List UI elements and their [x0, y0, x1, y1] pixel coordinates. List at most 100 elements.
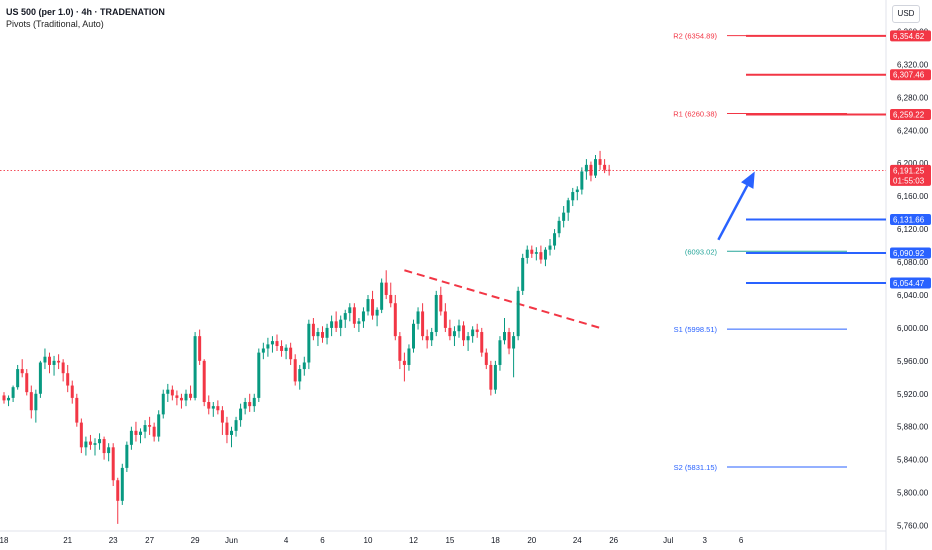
price-tag-bg [890, 108, 931, 120]
candle-body [266, 344, 270, 349]
candle-body [29, 392, 33, 411]
candle-body [175, 395, 179, 398]
price-tick-label: 6,320.00 [897, 60, 929, 69]
price-tag-bg [890, 164, 931, 186]
pivot-label: S1 (5998.51) [674, 325, 718, 334]
candle-body [216, 406, 220, 411]
candle-body [220, 410, 224, 423]
axis-separators [0, 0, 887, 550]
candle-body [57, 360, 61, 363]
candles-layer [2, 150, 611, 524]
price-tag-text: 6,354.62 [893, 32, 925, 41]
candle-body [516, 290, 520, 337]
price-tag-bg [890, 213, 931, 225]
candle-body [316, 332, 320, 337]
forecast-arrow-head [741, 171, 755, 189]
candle-body [475, 329, 479, 333]
forecast-arrow-shaft [717, 184, 749, 241]
candle-body [75, 397, 79, 423]
candle-body [143, 425, 147, 432]
time-tick-label: 18 [0, 536, 9, 545]
candle-body [393, 303, 397, 337]
candle-body [252, 397, 256, 407]
candle-body [452, 331, 456, 337]
candle-body [43, 356, 47, 363]
candle-body [557, 220, 561, 234]
candle-body [189, 393, 193, 398]
candle-body [493, 364, 497, 390]
price-tag: 6,354.62 [890, 30, 931, 42]
time-tick-label: 27 [145, 536, 154, 545]
price-tag-text: 6,307.46 [893, 71, 925, 80]
candle-body [225, 422, 229, 435]
candle-body [7, 397, 11, 401]
candle-body [575, 189, 579, 193]
currency-button[interactable]: USD [892, 5, 920, 23]
arrow-layer [717, 171, 755, 241]
candle-body [507, 332, 511, 349]
candle-body [339, 319, 343, 328]
candle-body [61, 362, 65, 374]
candle-body [125, 444, 129, 468]
candle-body [234, 420, 238, 431]
candle-body [93, 443, 97, 445]
candle-body [343, 313, 347, 320]
candle-body [16, 369, 20, 388]
candle-body [448, 327, 452, 337]
candle-body [525, 249, 529, 258]
time-axis[interactable]: 18 21 23 27 29 Jun 4 6 10 12 15 18 20 24 26 Jul 3 6 [0, 536, 744, 545]
time-tick-label: 6 [320, 536, 325, 545]
candle-body [498, 340, 502, 365]
candle-body [553, 233, 557, 246]
candle-body [434, 294, 438, 333]
candle-body [594, 159, 597, 176]
price-tag: 6,307.46 [890, 69, 931, 81]
pivot-label: S2 (5831.15) [674, 463, 718, 472]
candle-body [139, 431, 142, 435]
candle-body [334, 321, 338, 328]
price-tag-bg [890, 30, 931, 42]
price-tick-label: 5,800.00 [897, 489, 929, 498]
candle-body [534, 252, 538, 254]
candle-body [293, 359, 297, 382]
candle-body [2, 395, 6, 401]
price-tick-label: 6,280.00 [897, 93, 929, 102]
candle-body [566, 200, 570, 213]
candle-body [330, 321, 334, 328]
candle-body [398, 336, 402, 361]
candle-body [275, 341, 279, 347]
candle-body [402, 360, 406, 365]
candle-body [366, 299, 370, 312]
candle-body [202, 360, 206, 403]
price-tick-label: 5,920.00 [897, 390, 929, 399]
candle-body [211, 406, 215, 409]
candle-body [348, 307, 352, 314]
price-tick-label: 5,880.00 [897, 423, 929, 432]
price-tick-label: 5,840.00 [897, 456, 929, 465]
candle-body [170, 389, 174, 396]
candle-body [607, 169, 611, 171]
time-tick-label: 24 [573, 536, 582, 545]
candle-body [412, 323, 415, 349]
time-tick-label: 15 [445, 536, 454, 545]
candle-body [352, 307, 356, 324]
candle-body [311, 323, 315, 337]
candle-body [589, 164, 593, 176]
candle-body [371, 299, 375, 316]
price-tags: 6,354.62 6,307.46 6,259.22 6,191.2501:55:03… [890, 30, 931, 289]
price-tag: 6,131.66 [890, 213, 931, 225]
candle-body [407, 348, 411, 365]
candle-body [280, 346, 284, 351]
candle-body [471, 329, 475, 337]
countdown-text: 01:55:03 [893, 176, 925, 185]
candle-body [562, 212, 566, 221]
candle-body [243, 402, 247, 409]
price-tag-bg [890, 69, 931, 81]
candle-body [384, 282, 388, 295]
candle-body [34, 393, 38, 411]
candle-body [503, 332, 506, 341]
candle-body [134, 430, 138, 435]
pivot-label: R2 (6354.89) [673, 32, 717, 41]
